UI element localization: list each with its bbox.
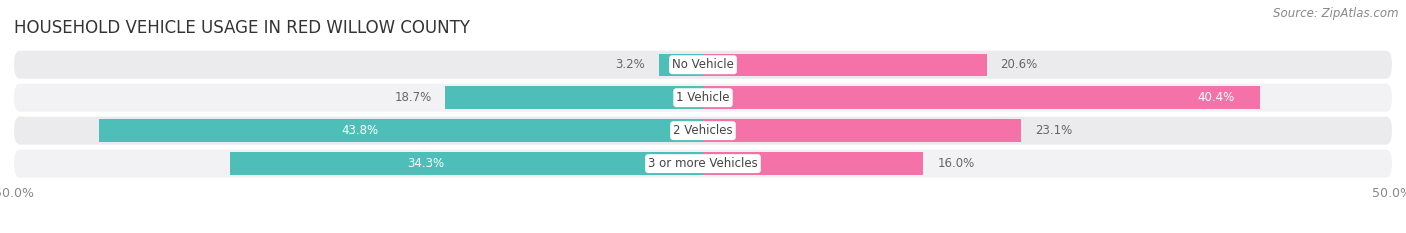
Text: 43.8%: 43.8%: [342, 124, 378, 137]
Text: 23.1%: 23.1%: [1035, 124, 1073, 137]
Bar: [703, 54, 987, 76]
Text: 18.7%: 18.7%: [394, 91, 432, 104]
Text: 40.4%: 40.4%: [1198, 91, 1234, 104]
Bar: [703, 120, 1021, 142]
FancyBboxPatch shape: [14, 117, 1392, 145]
FancyBboxPatch shape: [14, 84, 1392, 112]
Bar: [100, 120, 703, 142]
Bar: [446, 86, 703, 109]
Text: No Vehicle: No Vehicle: [672, 58, 734, 71]
Bar: [703, 86, 1260, 109]
FancyBboxPatch shape: [14, 150, 1392, 178]
Bar: [231, 152, 703, 175]
Text: 34.3%: 34.3%: [406, 157, 444, 170]
FancyBboxPatch shape: [14, 51, 1392, 79]
Text: 3.2%: 3.2%: [616, 58, 645, 71]
Text: 16.0%: 16.0%: [938, 157, 974, 170]
Text: 3 or more Vehicles: 3 or more Vehicles: [648, 157, 758, 170]
Bar: [659, 54, 703, 76]
Text: HOUSEHOLD VEHICLE USAGE IN RED WILLOW COUNTY: HOUSEHOLD VEHICLE USAGE IN RED WILLOW CO…: [14, 19, 470, 37]
Text: 20.6%: 20.6%: [1001, 58, 1038, 71]
Text: Source: ZipAtlas.com: Source: ZipAtlas.com: [1274, 7, 1399, 20]
Bar: [703, 152, 924, 175]
Text: 1 Vehicle: 1 Vehicle: [676, 91, 730, 104]
Text: 2 Vehicles: 2 Vehicles: [673, 124, 733, 137]
